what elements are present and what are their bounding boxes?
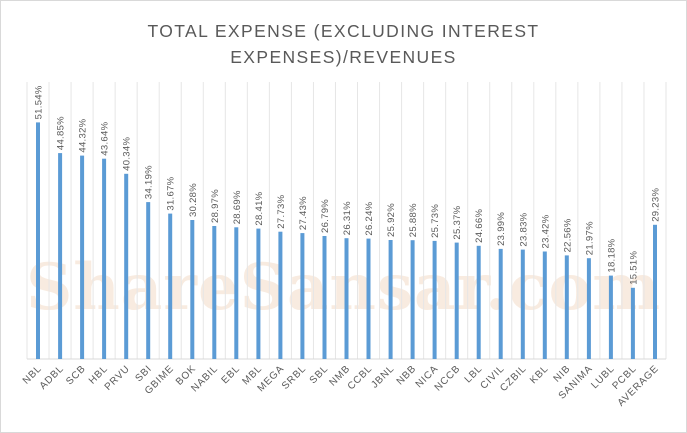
tick-label-kbl: KBL: [528, 363, 551, 386]
bar-nabil: [212, 226, 217, 359]
tick-label-sbl: SBL: [308, 363, 331, 386]
bar-sbi: [146, 202, 151, 359]
bar-lubl: [608, 275, 613, 359]
data-label-nabil: 28.97%: [210, 189, 221, 223]
data-label-prvu: 40.34%: [122, 137, 133, 171]
data-label-lubl: 18.18%: [606, 238, 617, 272]
data-labels: 51.54% 44.85% 44.32% 43.64% 40.34% 34.19% 31.6…: [34, 85, 662, 285]
bar-sanima: [586, 258, 591, 359]
bar-prvu: [124, 173, 129, 359]
data-label-mbl: 28.41%: [254, 191, 265, 225]
data-label-ccbl: 26.24%: [364, 201, 375, 235]
tick-label-adbl: ADBL: [38, 363, 67, 392]
data-label-adbl: 44.85%: [56, 116, 67, 150]
data-label-kbl: 23.42%: [540, 214, 551, 248]
bar-bok: [190, 220, 195, 359]
data-label-nbl: 51.54%: [34, 85, 45, 119]
watermark-logo: ShareSansar.com: [26, 250, 661, 325]
bar-nbl: [36, 122, 40, 360]
bar-ccbl: [366, 238, 371, 359]
data-label-czbil: 23.83%: [518, 212, 529, 246]
bar-nib: [564, 255, 569, 359]
bar-gbime: [168, 213, 173, 359]
data-label-nbb: 25.88%: [408, 203, 419, 237]
data-label-scb: 44.32%: [78, 118, 89, 152]
tick-label-ccbl: CCBL: [346, 363, 375, 392]
chart-title-line-1: TOTAL EXPENSE (EXCLUDING INTEREST: [147, 21, 540, 41]
bar-sbl: [322, 236, 327, 359]
bar-nccb: [454, 242, 459, 359]
data-label-civil: 23.99%: [496, 212, 507, 246]
bar-nica: [432, 240, 437, 359]
data-label-nccb: 25.37%: [452, 205, 463, 239]
bar-lbl: [476, 245, 481, 359]
bar-jbnl: [388, 240, 393, 359]
data-label-lbl: 24.66%: [474, 209, 485, 243]
tick-label-srbl: SRBL: [280, 363, 309, 392]
bar-hbl: [102, 158, 107, 359]
bar-ebl: [234, 227, 239, 359]
tick-label-prvu: PRVU: [103, 363, 133, 393]
tick-label-scb: SCB: [64, 363, 88, 387]
gridlines: [26, 82, 667, 359]
data-label-gbime: 31.67%: [166, 176, 177, 210]
data-label-pcbl: 15.51%: [628, 251, 639, 285]
chart-title-line-2: EXPENSES)/REVENUES: [230, 47, 457, 67]
data-label-srbl: 27.43%: [298, 196, 309, 230]
bar-mbl: [256, 228, 261, 359]
bar-nmb: [344, 238, 349, 359]
bar-mega: [278, 231, 283, 359]
chart-title: TOTAL EXPENSE (EXCLUDING INTEREST EXPENS…: [0, 18, 687, 70]
bar-nbb: [410, 240, 415, 359]
bar-civil: [498, 248, 503, 359]
data-label-mega: 27.73%: [276, 194, 287, 228]
data-label-ebl: 28.69%: [232, 190, 243, 224]
tick-label-ebl: EBL: [220, 363, 243, 386]
data-label-bok: 30.28%: [188, 183, 199, 217]
data-label-nica: 25.73%: [430, 204, 441, 238]
bar-czbil: [520, 249, 525, 359]
bar-srbl: [300, 233, 305, 359]
bar-average: [653, 224, 657, 359]
data-label-nmb: 26.31%: [342, 201, 353, 235]
data-label-hbl: 43.64%: [100, 121, 111, 155]
data-label-sanima: 21.97%: [584, 221, 595, 255]
bar-scb: [80, 155, 85, 359]
data-label-nib: 22.56%: [562, 218, 573, 252]
bar-pcbl: [630, 287, 635, 359]
bars: [36, 122, 657, 360]
data-label-sbl: 26.79%: [320, 199, 331, 233]
bar-adbl: [58, 153, 63, 359]
data-label-jbnl: 25.92%: [386, 203, 397, 237]
data-label-average: 29.23%: [651, 188, 662, 222]
tick-label-jbnl: JBNL: [369, 363, 396, 390]
bar-kbl: [542, 251, 547, 359]
data-label-sbi: 34.19%: [144, 165, 155, 199]
